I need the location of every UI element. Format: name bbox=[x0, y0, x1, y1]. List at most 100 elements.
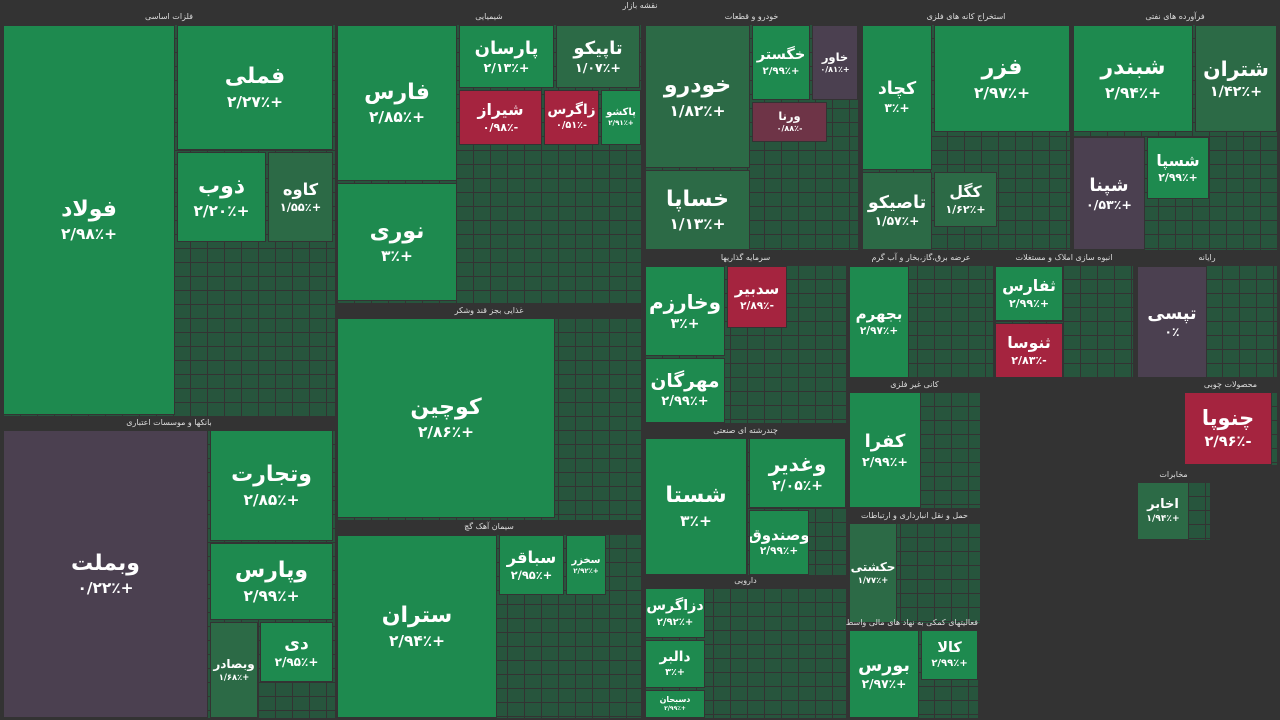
stock-tile[interactable]: وصندوق +۲/۹۹٪ bbox=[749, 510, 809, 575]
stock-tile[interactable]: ستران +۲/۹۴٪ bbox=[337, 535, 497, 718]
sector-label: مخابرات bbox=[1159, 470, 1188, 479]
sector-label: فلزات اساسی bbox=[145, 12, 193, 21]
stock-change: +۲/۹۱٪ bbox=[608, 119, 634, 128]
sector-label: دارویی bbox=[734, 576, 757, 585]
stock-name: خگستر bbox=[756, 47, 806, 64]
stock-tile[interactable]: بورس +۲/۹۷٪ bbox=[849, 630, 919, 718]
stock-change: +۲/۹۲٪ bbox=[656, 616, 694, 628]
stock-name: فزر bbox=[981, 55, 1023, 81]
stock-name: وغدیر bbox=[768, 451, 827, 476]
stock-name: وخارزم bbox=[648, 289, 722, 314]
stock-tile[interactable]: فولاد +۲/۹۸٪ bbox=[3, 25, 175, 415]
stock-tile[interactable]: ثنوسا -۲/۸۳٪ bbox=[995, 323, 1063, 378]
stock-tile[interactable]: شسپا +۲/۹۹٪ bbox=[1147, 137, 1209, 199]
stock-name: تاپیکو bbox=[573, 37, 623, 59]
sector-label: سرمایه گذاریها bbox=[720, 253, 771, 262]
stock-change: +۲/۹۹٪ bbox=[931, 657, 968, 669]
stock-change: +۲/۹۴٪ bbox=[388, 631, 446, 650]
sector-label: انبوه سازی املاک و مستغلات bbox=[1015, 253, 1113, 262]
stock-name: فولاد bbox=[61, 196, 117, 222]
stock-change: +۳٪ bbox=[381, 247, 413, 266]
stock-tile[interactable]: زاگرس -۰/۵۱٪ bbox=[544, 90, 599, 145]
stock-tile[interactable]: وخارزم +۳٪ bbox=[645, 266, 725, 356]
stock-tile[interactable]: فارس +۲/۸۵٪ bbox=[337, 25, 457, 181]
sector-label: فرآورده های نفتی bbox=[1145, 12, 1205, 21]
stock-tile[interactable]: خودرو +۱/۸۲٪ bbox=[645, 25, 750, 168]
stock-tile[interactable]: دسبحان +۲/۹۹٪ bbox=[645, 690, 705, 718]
stock-tile[interactable]: تاصیکو +۱/۵۷٪ bbox=[862, 172, 932, 250]
stock-name: زاگرس bbox=[547, 102, 596, 119]
stock-change: +۲/۹۷٪ bbox=[973, 83, 1031, 102]
stock-change: +۲/۸۵٪ bbox=[368, 108, 426, 127]
stock-name: وبملت bbox=[71, 550, 140, 576]
stock-tile[interactable]: وبملت +۰/۲۲٪ bbox=[3, 430, 208, 718]
sector-label: خودرو و قطعات bbox=[724, 12, 779, 21]
stock-tile[interactable]: شیراز -۰/۹۸٪ bbox=[459, 90, 542, 145]
stock-name: وپارس bbox=[234, 558, 309, 584]
stock-tile[interactable]: دی +۲/۹۵٪ bbox=[260, 622, 333, 682]
stock-tile[interactable]: وبصادر +۱/۶۸٪ bbox=[210, 622, 258, 718]
stock-tile[interactable]: سدبیر -۲/۸۹٪ bbox=[727, 266, 787, 328]
stock-change: -۰/۵۱٪ bbox=[556, 120, 587, 132]
stock-change: +۰/۸۱٪ bbox=[820, 64, 850, 74]
stock-name: تپسی bbox=[1147, 303, 1197, 324]
stock-tile[interactable]: دزاگرس +۲/۹۲٪ bbox=[645, 588, 705, 638]
stock-tile[interactable]: شبندر +۲/۹۴٪ bbox=[1073, 25, 1193, 132]
stock-change: +۲/۹۹٪ bbox=[759, 545, 799, 558]
stock-tile[interactable]: وپارس +۲/۹۹٪ bbox=[210, 543, 333, 620]
stock-tile[interactable]: فزر +۲/۹۷٪ bbox=[934, 25, 1070, 132]
stock-tile[interactable]: کچاد +۳٪ bbox=[862, 25, 932, 170]
stock-tile[interactable]: فملی +۲/۲۷٪ bbox=[177, 25, 333, 150]
stock-tile[interactable]: نوری +۳٪ bbox=[337, 183, 457, 301]
stock-tile[interactable]: خگستر +۲/۹۹٪ bbox=[752, 25, 810, 100]
stock-tile[interactable]: شتران +۱/۴۲٪ bbox=[1195, 25, 1277, 132]
stock-tile[interactable]: کاوه +۱/۵۵٪ bbox=[268, 152, 333, 242]
sector-label: حمل و نقل انبارداری و ارتباطات bbox=[861, 511, 968, 520]
stock-name: وصندوق bbox=[749, 525, 809, 544]
stock-name: مهرگان bbox=[650, 370, 720, 392]
stock-tile[interactable]: کگل +۱/۶۲٪ bbox=[934, 172, 997, 227]
stock-name: اخابر bbox=[1147, 496, 1179, 512]
stock-tile[interactable]: شپنا +۰/۵۳٪ bbox=[1073, 137, 1145, 250]
stock-tile[interactable]: سخزر +۲/۹۲٪ bbox=[566, 535, 606, 595]
stock-change: +۰/۵۳٪ bbox=[1086, 197, 1132, 213]
stock-tile[interactable]: پاکشو +۲/۹۱٪ bbox=[601, 90, 641, 145]
stock-tile[interactable]: سباقر +۲/۹۵٪ bbox=[499, 535, 564, 595]
stock-name: خودرو bbox=[663, 73, 732, 99]
stock-tile[interactable]: پارسان +۲/۱۳٪ bbox=[459, 25, 554, 88]
stock-tile[interactable]: حکشتی +۱/۷۷٪ bbox=[849, 523, 897, 623]
stock-tile[interactable]: چنوپا -۲/۹۶٪ bbox=[1184, 392, 1272, 465]
stock-tile[interactable]: وغدیر +۲/۰۵٪ bbox=[749, 438, 846, 508]
stock-change: +۱/۹۴٪ bbox=[1146, 513, 1180, 524]
stock-change: +۳٪ bbox=[680, 511, 712, 530]
stock-tile[interactable]: کفرا +۲/۹۹٪ bbox=[849, 392, 921, 508]
stock-change: +۱/۵۵٪ bbox=[279, 200, 322, 215]
stock-tile[interactable]: خاور +۰/۸۱٪ bbox=[812, 25, 858, 100]
stock-name: ثفارس bbox=[1002, 276, 1056, 296]
stock-change: +۲/۱۳٪ bbox=[483, 60, 530, 76]
stock-tile[interactable]: ذوب +۲/۲۰٪ bbox=[177, 152, 266, 242]
stock-change: +۳٪ bbox=[670, 315, 700, 332]
stock-tile[interactable]: شستا +۳٪ bbox=[645, 438, 747, 575]
stock-name: وبصادر bbox=[213, 656, 255, 671]
stock-name: دسبحان bbox=[659, 694, 691, 704]
stock-tile[interactable]: خساپا +۱/۱۳٪ bbox=[645, 170, 750, 250]
stock-tile[interactable]: بجهرم +۲/۹۷٪ bbox=[849, 266, 909, 378]
stock-change: +۲/۹۹٪ bbox=[762, 66, 800, 78]
stock-tile[interactable]: وتجارت +۲/۸۵٪ bbox=[210, 430, 333, 541]
stock-name: فارس bbox=[364, 79, 430, 105]
stock-change: +۲/۹۵٪ bbox=[274, 655, 319, 670]
stock-name: دالبر bbox=[659, 648, 691, 665]
stock-tile[interactable]: کالا +۲/۹۹٪ bbox=[921, 630, 978, 680]
stock-tile[interactable]: تاپیکو +۱/۰۷٪ bbox=[556, 25, 640, 88]
stock-tile[interactable]: کوچین +۲/۸۶٪ bbox=[337, 318, 555, 518]
stock-tile[interactable]: مهرگان +۲/۹۹٪ bbox=[645, 358, 725, 423]
stock-tile[interactable]: تپسی ۰٪ bbox=[1137, 266, 1207, 378]
stock-tile[interactable]: ورنا -۰/۸۸٪ bbox=[752, 102, 827, 142]
stock-change: +۲/۹۹٪ bbox=[1158, 171, 1198, 185]
stock-name: ورنا bbox=[778, 109, 801, 124]
stock-change: +۲/۹۹٪ bbox=[661, 394, 709, 410]
stock-tile[interactable]: اخابر +۱/۹۴٪ bbox=[1137, 482, 1189, 540]
stock-tile[interactable]: دالبر +۳٪ bbox=[645, 640, 705, 688]
stock-tile[interactable]: ثفارس +۲/۹۹٪ bbox=[995, 266, 1063, 321]
